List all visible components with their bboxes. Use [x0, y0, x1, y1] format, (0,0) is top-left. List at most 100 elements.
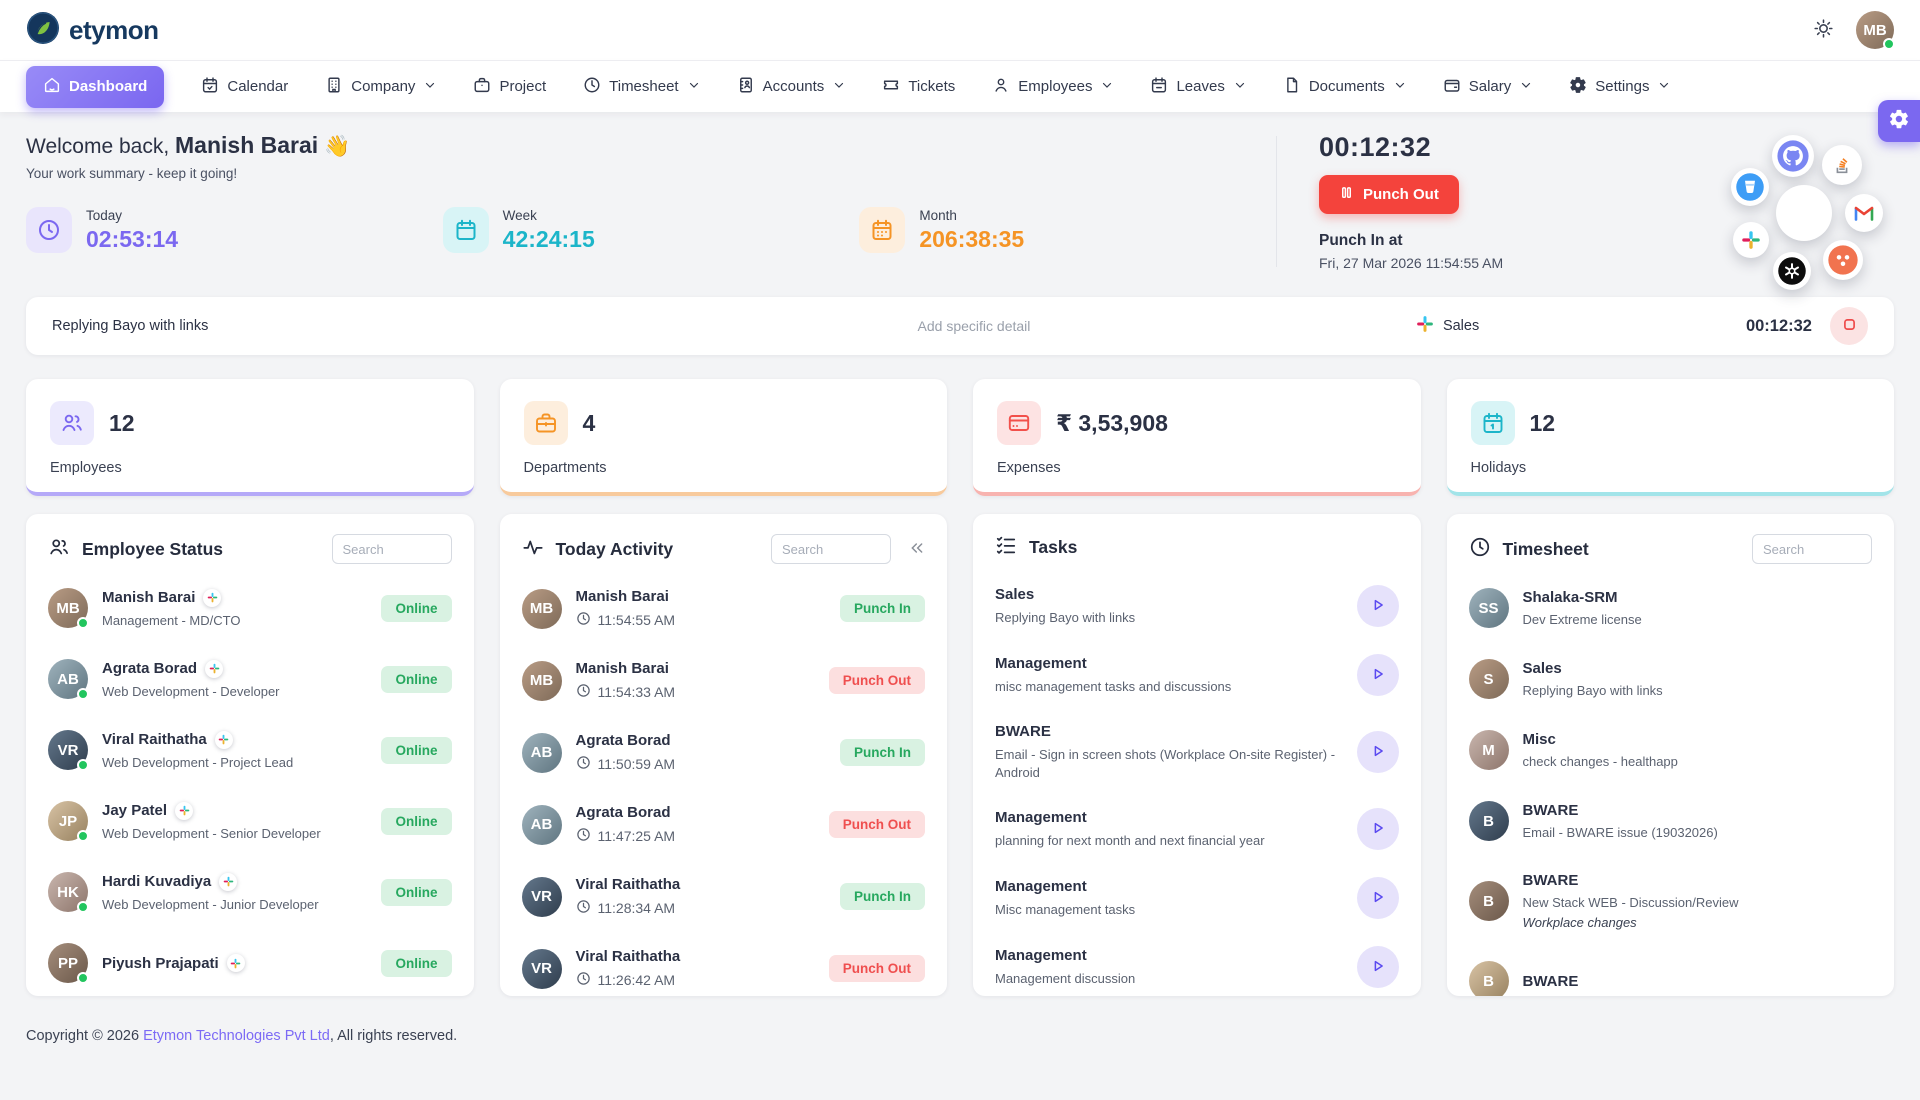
play-icon	[1369, 742, 1387, 763]
welcome-greeting: Welcome back, Manish Barai 👋	[26, 132, 351, 158]
play-icon	[1369, 596, 1387, 617]
stat-card-expenses[interactable]: ₹ 3,53,908 Expenses	[973, 379, 1421, 496]
task-row: Management misc management tasks and disc…	[995, 654, 1399, 696]
punch-badge: Punch Out	[828, 667, 925, 694]
orange-app-icon[interactable]	[1823, 240, 1863, 280]
clock-icon	[576, 755, 591, 773]
nav-item-calendar[interactable]: Calendar	[201, 76, 288, 98]
timesheet-row: SS Shalaka-SRM Dev Extreme license	[1468, 588, 1873, 628]
activity-row: MB Manish Barai 11:54:55 AM Punch In	[521, 588, 925, 629]
divider	[1276, 136, 1277, 267]
app-header: etymon MB	[0, 0, 1920, 60]
avatar: VR	[521, 876, 562, 917]
avatar: M	[1468, 730, 1509, 770]
collapse-panel-button[interactable]	[909, 540, 925, 559]
start-task-button[interactable]	[1356, 654, 1399, 696]
employee-row: MB Manish Barai Management - MD/CTO Onli…	[48, 588, 452, 629]
activity-search-input[interactable]	[771, 534, 891, 564]
footer: Copyright © 2026 Etymon Technologies Pvt…	[26, 1028, 458, 1044]
avatar: B	[1468, 881, 1509, 921]
activity-row: AB Agrata Borad 11:50:59 AM Punch In	[521, 732, 925, 773]
avatar: PP	[48, 943, 89, 984]
user-avatar[interactable]: MB	[1856, 11, 1895, 50]
calendar-icon	[1470, 401, 1515, 445]
company-link[interactable]: Etymon Technologies Pvt Ltd	[143, 1028, 330, 1044]
start-task-button[interactable]	[1356, 877, 1399, 920]
panel-title: Employee Status	[82, 538, 224, 559]
welcome-subtitle: Your work summary - keep it going!	[26, 166, 238, 181]
clock-icon	[1469, 536, 1491, 563]
punch-badge: Punch In	[840, 739, 925, 766]
start-task-button[interactable]	[1356, 808, 1399, 851]
pause-icon	[1339, 185, 1354, 204]
start-task-button[interactable]	[1356, 946, 1399, 989]
task-detail-input[interactable]	[532, 318, 1416, 334]
openai-icon[interactable]	[1773, 252, 1811, 290]
panel-title: Timesheet	[1502, 538, 1589, 559]
stackoverflow-icon[interactable]	[1822, 145, 1862, 185]
nav-item-documents[interactable]: Documents	[1283, 76, 1406, 98]
stat-card-departments[interactable]: 4 Departments	[499, 379, 947, 496]
building-icon	[325, 76, 343, 98]
online-status-dot	[77, 830, 89, 842]
user-name: Manish Barai	[175, 132, 319, 158]
slack-icon[interactable]	[1733, 222, 1769, 258]
employee-row: AB Agrata Borad Web Development - Develo…	[48, 659, 452, 700]
employee-search-input[interactable]	[331, 534, 452, 564]
nav-item-project[interactable]: Project	[473, 76, 546, 98]
employee-row: HK Hardi Kuvadiya Web Development - Juni…	[48, 872, 452, 913]
online-status-dot	[77, 688, 89, 700]
slack-icon	[226, 954, 245, 972]
tasks-panel: Tasks Sales Replying Bayo with links Mana…	[973, 514, 1421, 996]
punch-out-button[interactable]: Punch Out	[1319, 175, 1459, 214]
people-icon	[48, 536, 70, 563]
start-task-button[interactable]	[1356, 585, 1399, 627]
avatar: JP	[48, 801, 89, 842]
stat-card-holidays[interactable]: 12 Holidays	[1446, 379, 1894, 496]
gear-icon	[1888, 108, 1910, 135]
wave-emoji: 👋	[324, 135, 351, 158]
theme-toggle-button[interactable]	[1813, 18, 1834, 42]
chevron-down-icon	[1394, 78, 1406, 95]
nav-item-accounts[interactable]: Accounts	[737, 76, 846, 98]
nav-item-dashboard[interactable]: Dashboard	[26, 65, 165, 108]
stat-card-employees[interactable]: 12 Employees	[26, 379, 474, 496]
stop-timer-button[interactable]	[1830, 307, 1868, 345]
online-status-dot	[1883, 38, 1895, 50]
slack-icon	[205, 659, 224, 678]
start-task-button[interactable]	[1356, 731, 1399, 774]
blue-app-icon[interactable]	[1731, 168, 1769, 206]
document-icon	[1283, 76, 1301, 98]
nav-item-tickets[interactable]: Tickets	[882, 76, 955, 98]
status-badge: Online	[381, 736, 452, 764]
punch-in-datetime: Fri, 27 Mar 2026 11:54:55 AM	[1319, 255, 1504, 271]
play-icon	[1369, 957, 1387, 978]
main-nav: Dashboard Calendar Company Project Times…	[0, 60, 1920, 112]
timesheet-row: M Misc check changes - healthapp	[1468, 730, 1873, 770]
clock-icon	[576, 827, 591, 845]
avatar: VR	[521, 948, 562, 989]
nav-item-leaves[interactable]: Leaves	[1150, 76, 1245, 98]
punch-badge: Punch Out	[828, 811, 925, 838]
timesheet-search-input[interactable]	[1752, 534, 1872, 564]
task-row: Management Management discussion	[995, 946, 1399, 989]
task-row: BWARE Email - Sign in screen shots (Workp…	[995, 723, 1399, 781]
gmail-icon[interactable]	[1845, 194, 1883, 232]
dashboard-panels: Employee Status MB Manish Barai Manageme…	[26, 514, 1894, 996]
avatar[interactable]: MB	[1776, 185, 1832, 241]
github-icon[interactable]	[1772, 135, 1814, 177]
nav-item-settings[interactable]: Settings	[1569, 76, 1670, 98]
credit-card-icon	[997, 401, 1041, 445]
floating-settings-tab[interactable]	[1878, 100, 1920, 142]
nav-item-salary[interactable]: Salary	[1443, 76, 1533, 98]
avatar: B	[1468, 801, 1509, 841]
nav-item-company[interactable]: Company	[325, 76, 436, 98]
timesheet-row: B BWARE	[1468, 961, 1873, 996]
checklist-icon	[995, 534, 1017, 561]
nav-item-timesheet[interactable]: Timesheet	[583, 76, 699, 98]
chevron-down-icon	[1234, 78, 1246, 95]
home-icon	[43, 76, 61, 98]
avatar: MB	[521, 660, 562, 701]
sun-icon	[1813, 18, 1834, 42]
nav-item-employees[interactable]: Employees	[992, 76, 1113, 98]
